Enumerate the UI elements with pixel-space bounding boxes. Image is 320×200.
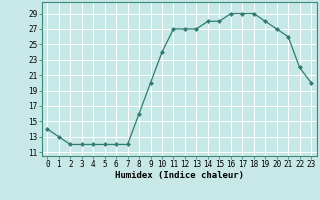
X-axis label: Humidex (Indice chaleur): Humidex (Indice chaleur) xyxy=(115,171,244,180)
